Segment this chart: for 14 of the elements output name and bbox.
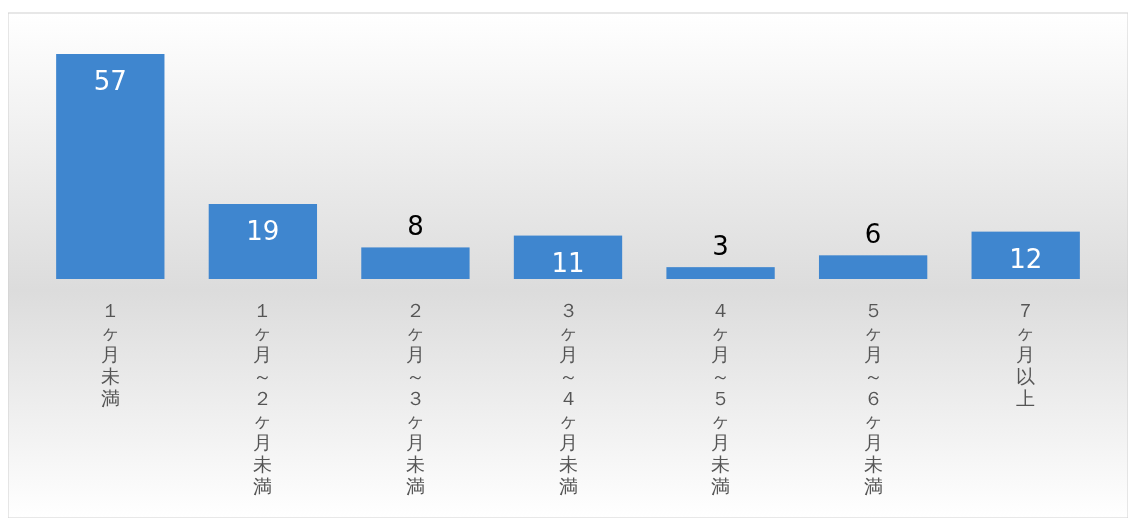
data-label: 12 [1009, 243, 1043, 274]
data-label: 3 [712, 231, 729, 262]
x-tick-label: ７ヶ月以上 [1016, 299, 1036, 409]
category-label: ２ヶ月～３ヶ月未満 [405, 299, 425, 497]
category-label: １ヶ月～２ヶ月未満 [253, 299, 273, 497]
category-label: ３ヶ月～４ヶ月未満 [558, 299, 578, 497]
category-label: ４ヶ月～５ヶ月未満 [711, 299, 731, 497]
data-label: 8 [407, 211, 424, 242]
data-label: 11 [551, 247, 585, 278]
category-label: ５ヶ月～６ヶ月未満 [863, 299, 883, 497]
x-tick-label: １ヶ月未満 [100, 299, 120, 409]
data-label: 19 [246, 216, 280, 246]
data-label: 6 [864, 219, 882, 250]
data-label: 57 [93, 66, 127, 96]
